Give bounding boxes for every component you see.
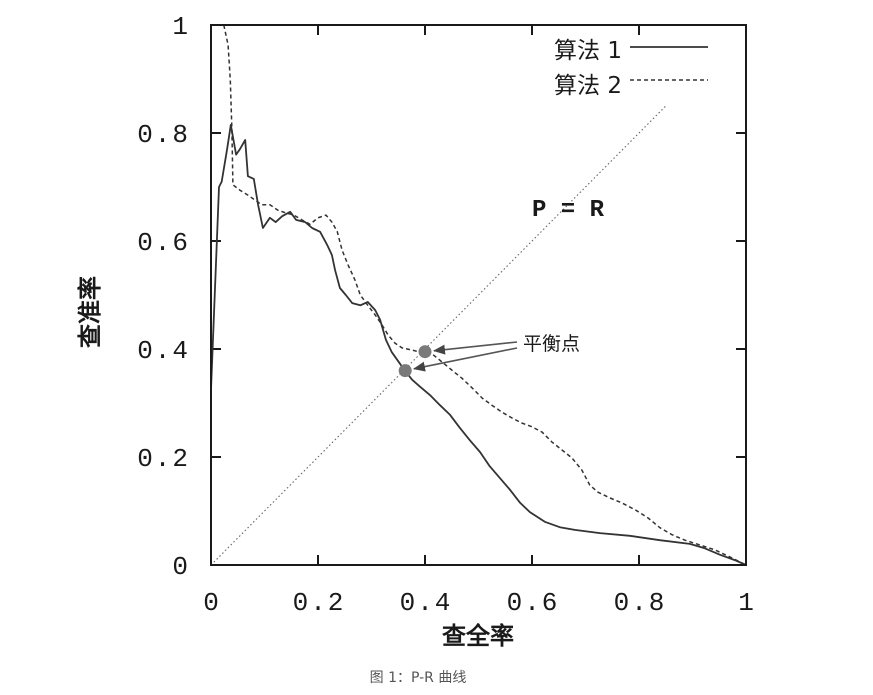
tick-marks [211,25,746,565]
balance-point-arrow [413,347,518,372]
balance-point-label: 平衡点 [523,333,580,355]
x-axis-label: 查全率 [442,622,514,650]
balance-point-arrow [433,341,518,355]
x-tick-label: 0 [203,588,221,618]
y-axis-label: 查准率 [76,276,104,348]
x-tick-label: 0.6 [507,588,560,618]
y-tick-label: 0.2 [137,444,190,474]
balance-point [398,364,412,378]
x-tick-label: 0.4 [400,588,453,618]
legend-entry-algorithm-2: 算法 2 [554,73,708,99]
legend-label-algorithm-1: 算法 1 [554,38,622,64]
tick-labels: 0 0.2 0.4 0.6 0.8 1 0 0.2 0.4 0.6 0.8 1 [137,12,756,618]
balance-points-layer [398,345,432,378]
y-tick-label: 0.6 [137,228,190,258]
x-tick-label: 0.2 [293,588,346,618]
y-tick-label: 0.8 [137,120,190,150]
y-tick-label: 1 [172,12,190,42]
balance-point-arrows [413,341,518,372]
legend: 算法 1 算法 2 [554,38,708,99]
figure-caption: 图 1：P-R 曲线 [370,670,467,686]
plot-frame [210,24,747,566]
series-layer [210,24,747,566]
legend-label-algorithm-2: 算法 2 [554,73,622,99]
balance-point [418,345,432,359]
x-tick-label: 1 [738,588,756,618]
x-tick-label: 0.8 [614,588,667,618]
reference-line-label: P = R [532,197,605,224]
series-line-algorithm-2 [223,24,747,566]
y-tick-label: 0 [172,552,190,582]
y-tick-label: 0.4 [137,336,190,366]
legend-entry-algorithm-1: 算法 1 [554,38,708,64]
series-line-algorithm-1 [210,124,747,566]
